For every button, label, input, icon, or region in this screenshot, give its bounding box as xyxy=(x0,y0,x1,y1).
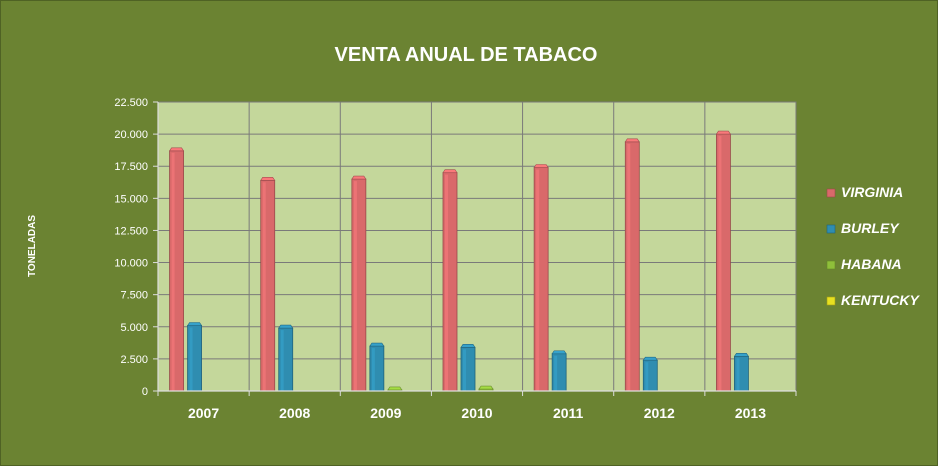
legend-label: VIRGINIA xyxy=(841,184,903,200)
y-tick-label: 5.000 xyxy=(120,322,148,334)
bar-habana-2010 xyxy=(478,385,494,392)
y-tick-label: 17.500 xyxy=(114,161,148,173)
bar-burley-2008 xyxy=(278,324,294,392)
bar-virginia-2010 xyxy=(442,169,458,392)
y-tick-label: 10.000 xyxy=(114,258,148,270)
legend-item-habana: HABANA xyxy=(826,256,902,272)
legend-label: BURLEY xyxy=(841,220,900,236)
x-tick-label: 2007 xyxy=(188,405,219,421)
legend-label: KENTUCKY xyxy=(841,292,920,308)
y-axis-label: TONELADAS xyxy=(27,215,38,277)
x-tick-label: 2009 xyxy=(370,405,401,421)
bar-burley-2012 xyxy=(642,356,658,392)
bar-burley-2009 xyxy=(369,342,385,392)
plot-area xyxy=(157,101,797,392)
bar-burley-2010 xyxy=(460,344,476,392)
bar-habana-2009 xyxy=(387,386,403,392)
bar-burley-2007 xyxy=(187,322,203,392)
legend-item-virginia: VIRGINIA xyxy=(826,184,903,200)
axes: 0 2.500 5.000 7.500 10.000 12.500 15.000 17.500… xyxy=(114,97,797,421)
y-tick-label: 20.000 xyxy=(114,129,148,141)
legend-item-kentucky: KENTUCKY xyxy=(826,292,920,308)
legend-item-burley: BURLEY xyxy=(826,220,900,236)
y-tick-label: 2.500 xyxy=(120,354,148,366)
bar-virginia-2009 xyxy=(351,175,367,392)
bar-virginia-2011 xyxy=(533,164,549,392)
bar-burley-2011 xyxy=(551,350,567,392)
legend-swatch xyxy=(826,224,836,234)
bar-virginia-2012 xyxy=(624,138,640,392)
bar-virginia-2013 xyxy=(715,130,731,392)
x-tick-label: 2012 xyxy=(644,405,675,421)
legend-label: HABANA xyxy=(841,256,902,272)
y-tick-label: 22.500 xyxy=(114,97,148,109)
legend-swatch xyxy=(826,188,836,198)
y-tick-label: 12.500 xyxy=(114,225,148,237)
bar-burley-2013 xyxy=(733,353,749,392)
bar-virginia-2008 xyxy=(260,177,276,392)
x-tick-label: 2011 xyxy=(553,405,584,421)
y-tick-label: 7.500 xyxy=(120,290,148,302)
legend: VIRGINIA BURLEY HABANA KENTUCKY xyxy=(826,184,920,308)
bar-virginia-2007 xyxy=(169,147,185,392)
x-tick-label: 2010 xyxy=(461,405,492,421)
chart-title: VENTA ANUAL DE TABACO xyxy=(335,44,598,66)
legend-swatch xyxy=(826,296,836,306)
y-tick-label: 0 xyxy=(142,386,148,398)
y-tick-label: 15.000 xyxy=(114,193,148,205)
legend-swatch xyxy=(826,260,836,270)
x-tick-label: 2008 xyxy=(279,405,310,421)
x-tick-label: 2013 xyxy=(735,405,766,421)
